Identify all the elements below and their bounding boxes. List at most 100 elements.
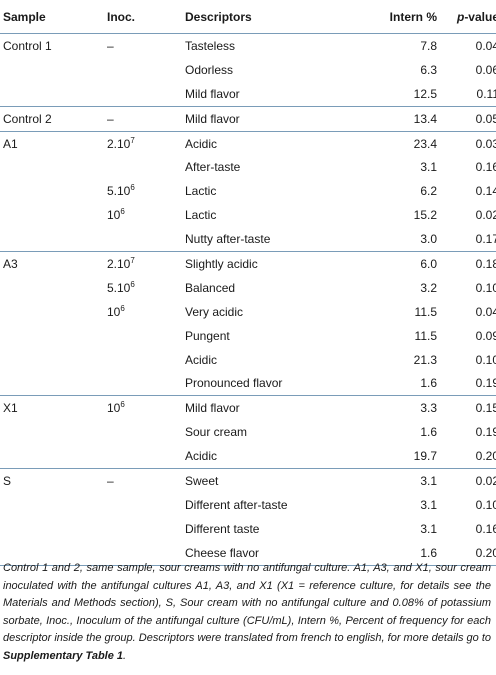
cell-inoc [107,540,185,566]
cell-pvalue: 0.10 [475,280,496,295]
cell-intern: 11.5 [414,328,437,343]
cell-intern: 21.3 [413,352,437,367]
cell-descriptor: Lactic [185,184,217,199]
cell-sample [0,420,107,444]
cell-descriptor: Mild flavor [185,401,240,416]
cell-descriptor: Acidic [185,352,218,367]
cell-pvalue: 0.06 [475,62,496,77]
cell-sample [0,276,107,300]
cell-descriptor: Lactic [185,208,217,223]
table-row: X1 106 Mild flavor 3.3 0.15 [0,396,496,420]
cell-intern: 6.2 [420,184,437,199]
table-row: Pronounced flavor 1.6 0.19 [0,371,496,397]
cell-descriptor: Different taste [185,521,260,536]
cell-descriptor: Mild flavor [185,106,341,132]
cell-pvalue: 0.09 [475,328,496,343]
table-row: 5.106 Balanced 3.2 0.10 [0,276,496,300]
cell-inoc [107,371,185,397]
cell-pvalue: 0.02 [475,208,496,223]
cell-sample [0,155,107,179]
table-row: Control 1 – Tasteless 7.8 0.04 [0,34,496,58]
cell-pvalue: 0.05 [437,106,496,132]
table-row: A1 2.107 Acidic 23.4 0.03 [0,131,496,155]
table-row: After-taste 3.1 0.16 [0,155,496,179]
cell-descriptor: Sweet [185,473,219,488]
supplementary-table-link[interactable]: Supplementary Table 1 [3,649,124,662]
inoc-exponent: 6 [130,183,135,193]
inoc-base: 10 [107,304,121,319]
cell-descriptor: Pungent [185,328,230,343]
cell-sample: X1 [3,401,18,416]
cell-intern: 13.4 [341,106,437,132]
cell-intern: 1.6 [341,371,437,397]
cell-descriptor: Very acidic [185,304,244,319]
cell-pvalue: 0.10 [475,497,496,512]
table-row: Nutty after-taste 3.0 0.17 [0,227,496,253]
cell-inoc: – [107,34,185,58]
inoc-base: – [107,111,114,126]
cell-intern: 3.3 [420,401,437,416]
table-row: Sour cream 1.6 0.19 [0,420,496,444]
cell-inoc [107,227,185,253]
cell-sample [0,348,107,372]
cell-sample: S [3,473,12,488]
cell-descriptor: Balanced [185,280,236,295]
cell-descriptor: Slightly acidic [185,256,258,271]
cell-sample: A1 [3,136,18,151]
table-row: Acidic 19.7 0.20 [0,444,496,470]
table-row: Different after-taste 3.1 0.10 [0,493,496,517]
cell-inoc: 106 [107,396,185,420]
cell-inoc: 5.106 [107,179,185,203]
table-header-row: Sample Inoc. Descriptors Intern % p-valu… [0,0,496,34]
inoc-base: 2.10 [107,256,131,271]
inoc-base: 10 [107,401,121,416]
cell-descriptor: Different after-taste [185,497,288,512]
cell-descriptor: Pronounced flavor [185,371,341,397]
cell-sample [0,179,107,203]
inoc-base: 5.10 [107,280,131,295]
cell-pvalue: 0.04 [475,304,496,319]
cell-inoc [107,493,185,517]
cell-descriptor: Mild flavor [185,81,341,107]
cell-sample [0,540,107,566]
header-descriptors: Descriptors [185,0,341,34]
cell-intern: 3.1 [420,521,437,536]
cell-inoc [107,81,185,107]
inoc-base: – [107,38,114,53]
table-row: 106 Very acidic 11.5 0.04 [0,300,496,324]
cell-inoc: 2.107 [107,252,185,276]
inoc-base: 10 [107,208,121,223]
table-row: Mild flavor 12.5 0.11 [0,81,496,107]
cell-inoc: – [107,469,185,493]
inoc-exponent: 7 [130,135,135,145]
table-body: Control 1 – Tasteless 7.8 0.04 Odorless 6.3 0.0… [0,34,496,566]
cell-sample [0,227,107,253]
inoc-base: 2.10 [107,136,131,151]
footnote-text: Control 1 and 2, same sample, sour cream… [3,562,491,645]
cell-sample [0,81,107,107]
header-pvalue-rest: -value [464,9,496,24]
cell-intern: 1.6 [341,540,437,566]
cell-intern: 1.6 [420,425,437,440]
cell-pvalue: 0.04 [475,38,496,53]
cell-pvalue: 0.14 [475,184,496,199]
cell-inoc: 106 [107,203,185,227]
cell-inoc [107,58,185,82]
inoc-exponent: 6 [130,279,135,289]
table-footnote: Control 1 and 2, same sample, sour cream… [3,560,491,666]
header-pvalue-italic: p [456,9,465,24]
cell-sample [0,58,107,82]
cell-pvalue: 0.16 [475,160,496,175]
header-inoc: Inoc. [107,0,185,34]
inoc-exponent: 6 [120,207,125,217]
sensory-table: Sample Inoc. Descriptors Intern % p-valu… [0,0,496,566]
cell-inoc [107,444,185,470]
inoc-exponent: 6 [120,303,125,313]
cell-intern: 3.1 [420,160,437,175]
cell-inoc: – [107,106,185,132]
cell-sample [0,203,107,227]
cell-sample [0,493,107,517]
cell-intern: 6.3 [420,62,437,77]
inoc-exponent: 7 [130,255,135,265]
